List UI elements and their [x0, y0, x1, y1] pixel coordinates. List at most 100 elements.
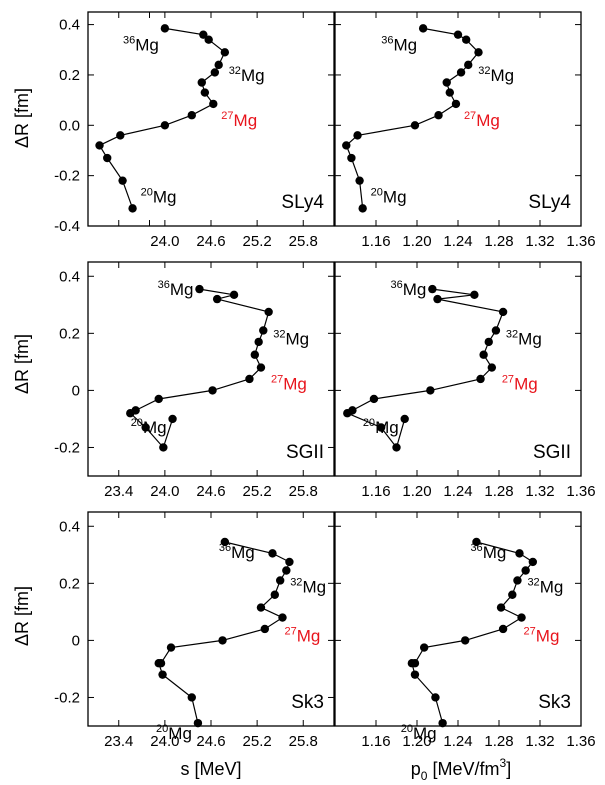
data-point [342, 141, 351, 150]
y-tick-label: -0.2 [54, 439, 80, 456]
data-point [347, 153, 356, 163]
x-tick-label: 23.4 [104, 483, 133, 500]
series-line [345, 27, 480, 209]
x-tick-label: 1.36 [566, 483, 595, 500]
isotope-label: 20Mg [156, 723, 192, 743]
x-tick-label: 24.6 [196, 483, 225, 500]
data-point [355, 176, 364, 185]
isotope-label: 27Mg [464, 110, 500, 130]
x-tick-label: 24.0 [150, 483, 179, 500]
x-tick-label: 25.8 [289, 733, 318, 750]
data-point [229, 290, 239, 300]
series-line [345, 288, 504, 449]
data-point [428, 284, 437, 294]
data-point [419, 643, 429, 652]
data-point [410, 659, 420, 668]
isotope-label: 36Mg [381, 34, 417, 54]
data-point [259, 326, 268, 335]
data-point [278, 613, 287, 622]
data-point [195, 284, 204, 294]
data-point [116, 131, 125, 140]
data-point [245, 374, 254, 384]
data-point [392, 443, 401, 452]
data-point [470, 290, 479, 300]
isotope-label: 36Mg [219, 542, 255, 562]
data-point [214, 60, 223, 70]
x-tick-label: 1.24 [443, 233, 472, 250]
panel-label: SGII [533, 442, 571, 463]
data-point [103, 153, 112, 163]
x-tick-label: 1.20 [402, 733, 431, 750]
data-point [508, 590, 517, 599]
x-tick-label: 1.16 [361, 483, 390, 500]
isotope-label: 27Mg [221, 110, 257, 130]
isotope-label: 20Mg [363, 417, 399, 437]
x-tick-label: 1.32 [525, 233, 554, 250]
panel-1: 1.16 1.20 1.24 1.28 1.32 1.36 20Mg 27Mg 32Mg 36Mg… [334, 11, 596, 250]
data-point [400, 414, 409, 424]
data-point [433, 294, 442, 304]
data-point [498, 307, 508, 317]
y-tick-label: 0 [72, 382, 80, 399]
isotope-label: 36Mg [123, 34, 159, 54]
panel-4: 23.4 24.0 24.6 25.2 25.8 0 0.2 0.4 -0.2 20Mg 27Mg 3… [54, 511, 335, 750]
data-point [456, 68, 466, 77]
data-point [210, 68, 220, 77]
data-point [451, 99, 461, 109]
data-point [285, 557, 294, 567]
y-axis-title-top: ΔR [fm] [12, 88, 32, 148]
data-point [256, 363, 266, 372]
data-point [479, 350, 488, 359]
panel-2: 23.4 24.0 24.6 25.2 25.8 0 0.2 0.4 -0.2 20Mg 27Mg 3… [54, 261, 335, 500]
data-point [434, 111, 443, 120]
x-tick-label: 1.24 [443, 733, 472, 750]
data-point [154, 394, 163, 404]
data-point [193, 718, 203, 728]
data-point [517, 613, 526, 622]
x-tick-label: 25.2 [243, 733, 272, 750]
data-point [160, 121, 170, 130]
chart-panels: 24.0 24.6 25.2 25.8 -0.4 -0.2 0.0 0.2 0.4 20Mg 27M… [54, 11, 596, 750]
isotope-label: 32Mg [506, 328, 542, 348]
x-tick-label: 25.8 [289, 483, 318, 500]
data-point [498, 624, 508, 634]
data-point [220, 537, 230, 547]
data-point [476, 374, 485, 384]
data-point [487, 363, 497, 372]
x-axis-title-right: p0 [MeV/fm3] [411, 756, 511, 783]
x-axis-title-left: s [MeV] [180, 759, 241, 779]
y-tick-label: 0.2 [59, 325, 80, 342]
data-point [410, 670, 420, 679]
x-tick-label: 1.36 [566, 233, 595, 250]
data-point [528, 557, 538, 567]
data-point [250, 350, 260, 359]
x-tick-label: 1.32 [525, 483, 554, 500]
series-line [157, 541, 291, 724]
x-tick-label: 24.0 [150, 233, 179, 250]
isotope-label: 32Mg [478, 65, 514, 85]
x-tick-label: 1.16 [361, 233, 390, 250]
x-tick-label: 24.6 [196, 233, 225, 250]
isotope-label: 32Mg [290, 576, 326, 596]
series-line [98, 27, 226, 209]
data-point [353, 131, 362, 140]
data-point [464, 60, 473, 70]
panel-3: 1.16 1.20 1.24 1.28 1.32 1.36 20Mg 27Mg 32Mg 36Mg… [334, 261, 596, 500]
data-point [160, 24, 170, 33]
data-point [212, 294, 222, 304]
data-point [197, 78, 206, 87]
isotope-label: 20Mg [401, 723, 437, 743]
x-tick-label: 25.2 [243, 233, 272, 250]
data-point [369, 394, 379, 404]
data-point [453, 30, 463, 39]
x-tick-label: 24.6 [196, 733, 225, 750]
x-tick-label: 1.28 [484, 233, 513, 250]
isotope-label: 27Mg [271, 374, 307, 394]
data-point [128, 204, 137, 213]
isotope-label: 36Mg [158, 279, 194, 299]
data-point [220, 48, 230, 57]
y-axis-title-middle: ΔR [fm] [12, 334, 32, 394]
data-point [472, 537, 481, 547]
panel-label: SLy4 [281, 192, 324, 213]
isotope-label: 20Mg [371, 186, 407, 206]
